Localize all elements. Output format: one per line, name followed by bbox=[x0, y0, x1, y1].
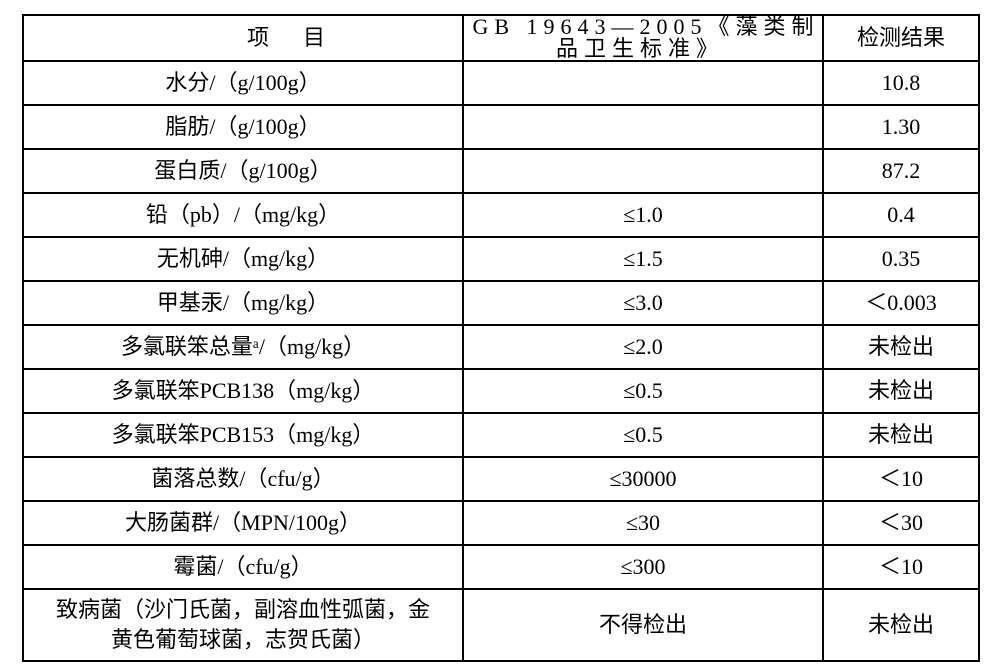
header-result-text: 检测结果 bbox=[851, 25, 951, 50]
header-standard-text: GB 19643—2005《藻类制品卫生标准》 bbox=[466, 14, 819, 61]
cell-std: ≤30 bbox=[463, 501, 823, 545]
cell-item-text: 水分/（g/100g） bbox=[165, 70, 320, 95]
cell-result-text: 未检出 bbox=[868, 422, 934, 447]
cell-item-text: 无机砷/（mg/kg） bbox=[157, 246, 329, 271]
cell-item: 脂肪/（g/100g） bbox=[23, 105, 463, 149]
table-row-pathogens: 致病菌（沙门氏菌，副溶血性弧菌，金 黄色葡萄球菌，志贺氏菌） 不得检出 未检出 bbox=[23, 589, 979, 661]
cell-result: 未检出 bbox=[823, 325, 979, 369]
cell-std: ≤0.5 bbox=[463, 369, 823, 413]
table-row: 脂肪/（g/100g） 1.30 bbox=[23, 105, 979, 149]
cell-std: ≤300 bbox=[463, 545, 823, 589]
cell-result-text: 未检出 bbox=[868, 334, 934, 359]
table-row: 大肠菌群/（MPN/100g） ≤30 ＜30 bbox=[23, 501, 979, 545]
cell-item-text: 蛋白质/（g/100g） bbox=[154, 158, 331, 183]
cell-item: 致病菌（沙门氏菌，副溶血性弧菌，金 黄色葡萄球菌，志贺氏菌） bbox=[23, 589, 463, 661]
cell-item-line2: 黄色葡萄球菌，志贺氏菌） bbox=[111, 627, 375, 652]
page: 项目 GB 19643—2005《藻类制品卫生标准》 检测结果 水分/（g/10… bbox=[0, 0, 1000, 665]
cell-item: 水分/（g/100g） bbox=[23, 61, 463, 105]
cell-result: 未检出 bbox=[823, 413, 979, 457]
cell-std-text: ≤300 bbox=[620, 554, 665, 579]
cell-result-text: ＜10 bbox=[879, 554, 923, 579]
cell-item: 大肠菌群/（MPN/100g） bbox=[23, 501, 463, 545]
cell-item: 菌落总数/（cfu/g） bbox=[23, 457, 463, 501]
cell-item: 铅（pb）/（mg/kg） bbox=[23, 193, 463, 237]
cell-std-text: ≤0.5 bbox=[623, 422, 663, 447]
cell-item: 蛋白质/（g/100g） bbox=[23, 149, 463, 193]
cell-result-text: ＜10 bbox=[879, 466, 923, 491]
table-row: 多氯联笨PCB138（mg/kg） ≤0.5 未检出 bbox=[23, 369, 979, 413]
cell-std-text: ≤3.0 bbox=[623, 290, 663, 315]
cell-item-text: 多氯联笨总量ᵃ/（mg/kg） bbox=[121, 334, 365, 359]
cell-item: 多氯联笨总量ᵃ/（mg/kg） bbox=[23, 325, 463, 369]
cell-result-text: ＜30 bbox=[879, 510, 923, 535]
table-row: 菌落总数/（cfu/g） ≤30000 ＜10 bbox=[23, 457, 979, 501]
table-row: 蛋白质/（g/100g） 87.2 bbox=[23, 149, 979, 193]
cell-result-text: 0.4 bbox=[887, 202, 915, 227]
standards-table: 项目 GB 19643—2005《藻类制品卫生标准》 检测结果 水分/（g/10… bbox=[22, 14, 980, 662]
table-row: 多氯联笨PCB153（mg/kg） ≤0.5 未检出 bbox=[23, 413, 979, 457]
cell-std: ≤0.5 bbox=[463, 413, 823, 457]
cell-result: ＜10 bbox=[823, 457, 979, 501]
cell-item: 霉菌/（cfu/g） bbox=[23, 545, 463, 589]
cell-result-text: 未检出 bbox=[868, 378, 934, 403]
cell-item-text: 大肠菌群/（MPN/100g） bbox=[125, 510, 361, 535]
cell-result-text: 10.8 bbox=[882, 70, 921, 95]
cell-std-text: 不得检出 bbox=[599, 612, 687, 637]
header-result: 检测结果 bbox=[823, 15, 979, 61]
cell-std-text: ≤30 bbox=[626, 510, 660, 535]
cell-result-text: 1.30 bbox=[882, 114, 921, 139]
header-item: 项目 bbox=[23, 15, 463, 61]
cell-result-text: 未检出 bbox=[868, 612, 934, 637]
cell-item: 多氯联笨PCB153（mg/kg） bbox=[23, 413, 463, 457]
table-row: 多氯联笨总量ᵃ/（mg/kg） ≤2.0 未检出 bbox=[23, 325, 979, 369]
cell-std-text: ≤2.0 bbox=[623, 334, 663, 359]
cell-result: 0.35 bbox=[823, 237, 979, 281]
cell-result: 未检出 bbox=[823, 369, 979, 413]
cell-item-text: 甲基汞/（mg/kg） bbox=[157, 290, 329, 315]
table-header-row: 项目 GB 19643—2005《藻类制品卫生标准》 检测结果 bbox=[23, 15, 979, 61]
cell-std: ≤3.0 bbox=[463, 281, 823, 325]
cell-std: ≤30000 bbox=[463, 457, 823, 501]
cell-item: 多氯联笨PCB138（mg/kg） bbox=[23, 369, 463, 413]
cell-item-text: 脂肪/（g/100g） bbox=[165, 114, 320, 139]
cell-result-text: 0.35 bbox=[882, 246, 921, 271]
cell-item-text: 铅（pb）/（mg/kg） bbox=[146, 202, 340, 227]
cell-item-multiline: 致病菌（沙门氏菌，副溶血性弧菌，金 黄色葡萄球菌，志贺氏菌） bbox=[24, 595, 462, 654]
table-row: 铅（pb）/（mg/kg） ≤1.0 0.4 bbox=[23, 193, 979, 237]
cell-std-text: ≤30000 bbox=[609, 466, 676, 491]
cell-result: 87.2 bbox=[823, 149, 979, 193]
cell-std: ≤1.5 bbox=[463, 237, 823, 281]
cell-std bbox=[463, 105, 823, 149]
table-row: 霉菌/（cfu/g） ≤300 ＜10 bbox=[23, 545, 979, 589]
cell-result: ＜0.003 bbox=[823, 281, 979, 325]
table-row: 水分/（g/100g） 10.8 bbox=[23, 61, 979, 105]
cell-result: ＜30 bbox=[823, 501, 979, 545]
cell-result: 0.4 bbox=[823, 193, 979, 237]
table-row: 无机砷/（mg/kg） ≤1.5 0.35 bbox=[23, 237, 979, 281]
header-standard: GB 19643—2005《藻类制品卫生标准》 bbox=[463, 15, 823, 61]
cell-std-text: ≤1.0 bbox=[623, 202, 663, 227]
cell-result-text: 87.2 bbox=[882, 158, 921, 183]
cell-item-text: 霉菌/（cfu/g） bbox=[173, 554, 312, 579]
cell-std-text: ≤0.5 bbox=[623, 378, 663, 403]
cell-std: ≤2.0 bbox=[463, 325, 823, 369]
cell-item-text: 多氯联笨PCB138（mg/kg） bbox=[112, 378, 375, 403]
table-row: 甲基汞/（mg/kg） ≤3.0 ＜0.003 bbox=[23, 281, 979, 325]
cell-std-text: ≤1.5 bbox=[623, 246, 663, 271]
header-item-text: 项目 bbox=[127, 25, 359, 50]
cell-result-text: ＜0.003 bbox=[865, 290, 937, 315]
cell-std: 不得检出 bbox=[463, 589, 823, 661]
cell-item-text: 多氯联笨PCB153（mg/kg） bbox=[112, 422, 375, 447]
cell-std bbox=[463, 61, 823, 105]
cell-item-text: 菌落总数/（cfu/g） bbox=[151, 466, 334, 491]
cell-item: 甲基汞/（mg/kg） bbox=[23, 281, 463, 325]
cell-item: 无机砷/（mg/kg） bbox=[23, 237, 463, 281]
cell-item-line1: 致病菌（沙门氏菌，副溶血性弧菌，金 bbox=[56, 597, 430, 622]
cell-std: ≤1.0 bbox=[463, 193, 823, 237]
cell-result: 未检出 bbox=[823, 589, 979, 661]
cell-result: 10.8 bbox=[823, 61, 979, 105]
cell-std bbox=[463, 149, 823, 193]
cell-result: 1.30 bbox=[823, 105, 979, 149]
cell-result: ＜10 bbox=[823, 545, 979, 589]
